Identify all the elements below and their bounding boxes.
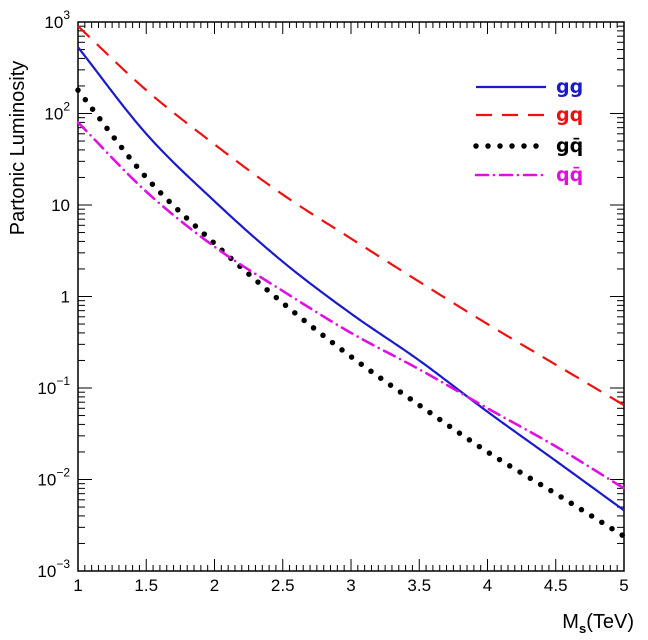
y-tick-label: 103 bbox=[44, 8, 70, 32]
x-tick-label: 4 bbox=[483, 576, 492, 595]
series-layer bbox=[75, 25, 627, 539]
x-tick-label: 1.5 bbox=[134, 576, 158, 595]
y-tick-label-exponent: 2 bbox=[63, 100, 70, 114]
y-tick-label-exponent: 3 bbox=[63, 8, 70, 22]
y-tick-label-exponent: −3 bbox=[56, 557, 70, 571]
legend-label-1: gg bbox=[556, 76, 583, 98]
y-tick-label-base: 10 bbox=[37, 471, 56, 490]
x-tick-label: 1 bbox=[73, 576, 82, 595]
y-tick-label-base: 10 bbox=[37, 379, 56, 398]
axis-ticks bbox=[77, 21, 625, 572]
legend-label-4: qq̄ bbox=[556, 164, 583, 186]
y-tick-label-base: 10 bbox=[44, 13, 63, 32]
legend-label-2: gq bbox=[556, 104, 583, 126]
x-axis-title-unit: (TeV) bbox=[586, 611, 634, 633]
x-tick-label: 2 bbox=[210, 576, 219, 595]
series-line-2 bbox=[77, 25, 625, 407]
x-axis-title-main: M bbox=[562, 611, 579, 633]
y-tick-label: 10−3 bbox=[37, 557, 70, 581]
y-tick-label: 102 bbox=[44, 100, 70, 124]
x-tick-label: 3.5 bbox=[407, 576, 431, 595]
series-line-4 bbox=[76, 121, 626, 490]
legend-label-3: gq̄ bbox=[556, 135, 583, 157]
y-axis-title: Partonic Luminosity bbox=[7, 61, 29, 236]
y-tick-label: 10−1 bbox=[37, 374, 70, 398]
y-tick-label: 1 bbox=[61, 288, 70, 307]
x-axis-title-subscript: s bbox=[579, 621, 586, 636]
y-tick-label: 10 bbox=[51, 196, 70, 215]
legend: gg gq gq̄ qq̄ bbox=[473, 76, 583, 186]
y-tick-label-base: 10 bbox=[44, 105, 63, 124]
x-tick-label: 2.5 bbox=[271, 576, 295, 595]
x-tick-label: 3 bbox=[346, 576, 355, 595]
y-tick-label-exponent: −1 bbox=[56, 374, 70, 388]
x-tick-label: 5 bbox=[619, 576, 628, 595]
plot-frame bbox=[77, 21, 625, 572]
x-tick-label: 4.5 bbox=[544, 576, 568, 595]
y-tick-label-exponent: −2 bbox=[56, 466, 70, 480]
y-tick-label-base: 10 bbox=[37, 562, 56, 581]
y-tick-label: 10−2 bbox=[37, 466, 70, 490]
x-axis-title: Ms(TeV) bbox=[562, 611, 634, 636]
series-line-3 bbox=[75, 87, 627, 539]
series-line-1 bbox=[77, 46, 625, 512]
